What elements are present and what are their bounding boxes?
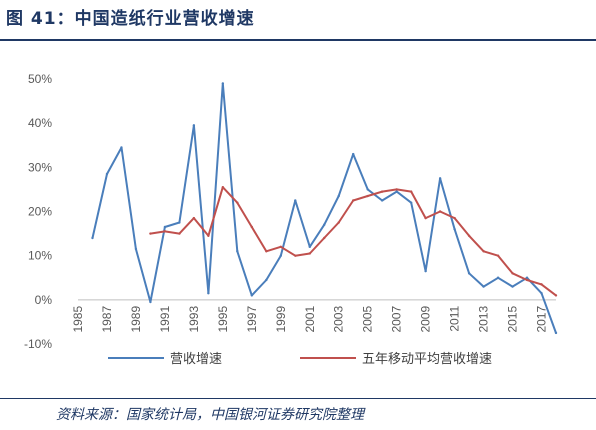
x-tick-label: 2003 <box>332 306 346 333</box>
data-point <box>467 234 471 237</box>
data-point <box>467 272 471 275</box>
data-point <box>352 152 355 156</box>
data-point <box>207 234 210 237</box>
data-point <box>496 276 500 279</box>
x-tick-label: 2009 <box>419 306 433 333</box>
x-tick-label: 1993 <box>187 306 201 333</box>
data-point <box>192 216 196 220</box>
y-tick-label: 40% <box>28 116 52 130</box>
x-tick-label: 1989 <box>129 306 143 333</box>
data-point <box>337 221 340 224</box>
data-point <box>438 177 442 180</box>
x-tick-label: 1995 <box>216 306 230 333</box>
legend-label-1: 五年移动平均营收增速 <box>362 351 492 366</box>
x-tick-label: 2007 <box>390 306 404 333</box>
data-point <box>105 172 109 176</box>
data-point <box>453 227 456 231</box>
x-tick-label: 1999 <box>274 306 288 333</box>
y-tick-label: 10% <box>28 249 52 263</box>
series-layer <box>91 82 558 335</box>
data-point <box>511 285 514 288</box>
data-point <box>178 221 181 224</box>
data-point <box>236 250 239 253</box>
data-point <box>178 232 181 235</box>
data-point <box>525 276 529 279</box>
y-axis: 50% 40% 30% 20% 10% 0% -10% <box>24 72 52 351</box>
data-point <box>149 232 152 235</box>
data-point <box>366 188 369 191</box>
legend-label-0: 营收增速 <box>170 351 222 366</box>
data-point <box>409 201 413 204</box>
data-point <box>511 272 514 275</box>
data-point <box>308 252 311 255</box>
data-point <box>265 250 268 253</box>
source-note: 资料来源：国家统计局，中国银河证券研究院整理 <box>56 407 364 423</box>
x-tick-label: 2005 <box>361 306 375 333</box>
x-tick-label: 2017 <box>535 306 549 333</box>
x-tick-label: 1997 <box>245 306 259 333</box>
footer-rule <box>0 398 596 399</box>
data-point <box>279 254 282 257</box>
chart-title: 图 41：中国造纸行业营收增速 <box>6 9 255 29</box>
data-point <box>424 216 427 220</box>
data-point <box>380 199 384 202</box>
data-point <box>294 199 297 202</box>
data-point <box>323 236 326 240</box>
y-tick-label: 50% <box>28 72 52 86</box>
data-point <box>496 254 500 257</box>
x-tick-label: 1987 <box>100 306 114 333</box>
data-point <box>279 245 282 249</box>
data-point <box>265 278 268 282</box>
data-point <box>192 124 196 127</box>
header-rule <box>0 39 596 41</box>
data-point <box>409 190 413 193</box>
data-point <box>525 278 529 282</box>
data-point <box>120 146 123 149</box>
data-point <box>134 247 138 251</box>
data-point <box>250 294 254 297</box>
data-point <box>352 199 355 202</box>
x-tick-label: 2011 <box>448 306 462 332</box>
data-point <box>424 269 427 273</box>
legend: 营收增速 五年移动平均营收增速 <box>108 351 492 366</box>
y-tick-label: 0% <box>35 293 53 307</box>
data-point <box>540 283 543 286</box>
data-point <box>453 216 456 220</box>
data-point <box>221 186 225 189</box>
data-point <box>207 292 210 295</box>
data-point <box>163 230 167 233</box>
data-point <box>308 245 311 249</box>
x-axis: 1985 1987 1989 1991 1993 1995 1997 1999 2001 2003… <box>71 299 556 333</box>
data-point <box>236 201 239 204</box>
y-tick-label: -10% <box>24 337 52 351</box>
data-point <box>554 294 558 297</box>
data-point <box>482 285 485 288</box>
series-line-0 <box>91 82 557 334</box>
data-point <box>323 223 326 226</box>
x-tick-label: 2013 <box>477 306 491 333</box>
data-point <box>395 190 398 193</box>
x-tick-label: 1991 <box>158 306 172 333</box>
x-tick-label: 2001 <box>303 306 317 333</box>
data-point <box>380 190 384 193</box>
y-tick-label: 30% <box>28 160 52 174</box>
data-point <box>337 194 340 198</box>
data-point <box>163 225 167 229</box>
data-point <box>554 331 558 335</box>
data-point <box>395 188 398 191</box>
data-point <box>294 254 297 257</box>
data-point <box>250 225 254 229</box>
data-point <box>482 250 485 253</box>
data-point <box>366 194 369 198</box>
data-point <box>91 236 94 240</box>
data-point <box>540 292 543 295</box>
x-tick-label: 1985 <box>71 306 85 333</box>
y-tick-label: 20% <box>28 205 52 219</box>
line-chart: 50%40%30%20%10%0%-10% 1985 1987 1989 1991 19… <box>24 72 558 366</box>
data-point <box>221 82 225 85</box>
data-point <box>438 210 442 213</box>
data-point <box>149 300 152 304</box>
x-tick-label: 2015 <box>506 306 520 333</box>
